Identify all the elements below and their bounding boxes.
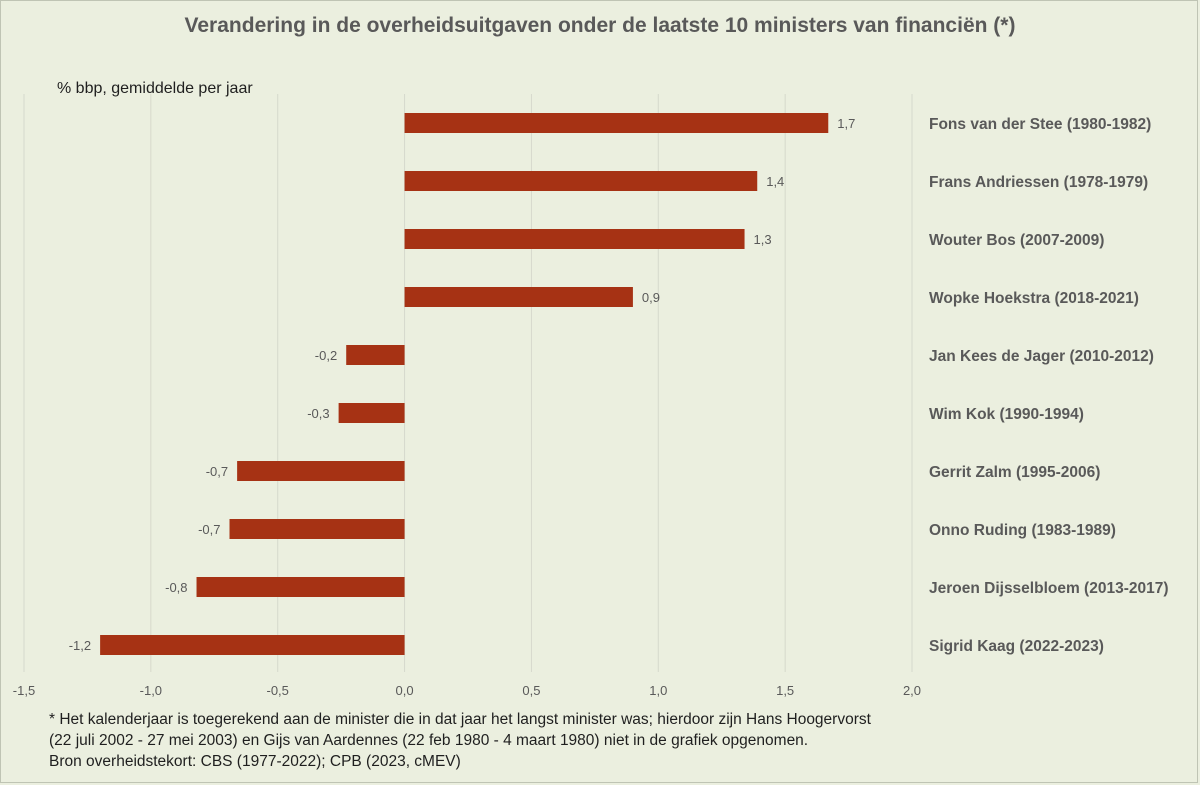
category-label: Onno Ruding (1983-1989) xyxy=(929,522,1116,539)
x-tick-label: 1,0 xyxy=(649,683,667,698)
x-tick-labels: -1,5 -1,0 -0,5 0,0 0,5 1,0 1,5 2,0 xyxy=(13,683,921,698)
category-label: Gerrit Zalm (1995-2006) xyxy=(929,464,1100,481)
bar xyxy=(196,577,405,597)
data-label: -1,2 xyxy=(69,638,91,653)
footnote: * Het kalenderjaar is toegerekend aan de… xyxy=(49,709,1179,772)
bar xyxy=(346,345,405,365)
footnote-line: (22 juli 2002 - 27 mei 2003) en Gijs van… xyxy=(49,732,809,749)
category-label: Sigrid Kaag (2022-2023) xyxy=(929,638,1104,655)
footnote-line: Bron overheidstekort: CBS (1977-2022); C… xyxy=(49,753,461,770)
bar xyxy=(404,113,829,133)
category-label: Frans Andriessen (1978-1979) xyxy=(929,174,1148,191)
category-label: Jan Kees de Jager (2010-2012) xyxy=(929,348,1154,365)
x-tick-label: -1,5 xyxy=(13,683,35,698)
x-tick-label: 1,5 xyxy=(776,683,794,698)
bar xyxy=(237,461,405,481)
x-tick-label: -1,0 xyxy=(140,683,162,698)
bars xyxy=(100,113,829,655)
bar xyxy=(229,519,405,539)
data-label: 1,4 xyxy=(766,174,784,189)
bar xyxy=(100,635,405,655)
data-label: -0,7 xyxy=(206,464,228,479)
category-label: Wopke Hoekstra (2018-2021) xyxy=(929,290,1139,307)
bar xyxy=(404,229,745,249)
category-labels: Fons van der Stee (1980-1982) Frans Andri… xyxy=(929,116,1169,655)
x-tick-label: 0,5 xyxy=(522,683,540,698)
category-label: Wouter Bos (2007-2009) xyxy=(929,232,1104,249)
data-label: -0,7 xyxy=(198,522,220,537)
data-label: -0,8 xyxy=(165,580,187,595)
data-label: 1,3 xyxy=(754,232,772,247)
data-label: 1,7 xyxy=(837,116,855,131)
x-tick-label: 2,0 xyxy=(903,683,921,698)
bar xyxy=(404,287,633,307)
category-label: Jeroen Dijsselbloem (2013-2017) xyxy=(929,580,1169,597)
chart-title: Verandering in de overheidsuitgaven onde… xyxy=(184,14,1016,37)
bar xyxy=(404,171,758,191)
footnote-line: * Het kalenderjaar is toegerekend aan de… xyxy=(49,711,871,728)
data-labels: 1,7 1,4 1,3 0,9 -0,2 -0,3 -0,7 -0,7 -0,8 -1,2 xyxy=(69,116,856,653)
bar xyxy=(338,403,405,423)
data-label: 0,9 xyxy=(642,290,660,305)
x-tick-label: -0,5 xyxy=(267,683,289,698)
data-label: -0,2 xyxy=(315,348,337,363)
category-label: Wim Kok (1990-1994) xyxy=(929,406,1084,423)
x-tick-label: 0,0 xyxy=(396,683,414,698)
axis-unit-label: % bbp, gemiddelde per jaar xyxy=(57,80,253,97)
data-label: -0,3 xyxy=(307,406,329,421)
category-label: Fons van der Stee (1980-1982) xyxy=(929,116,1151,133)
